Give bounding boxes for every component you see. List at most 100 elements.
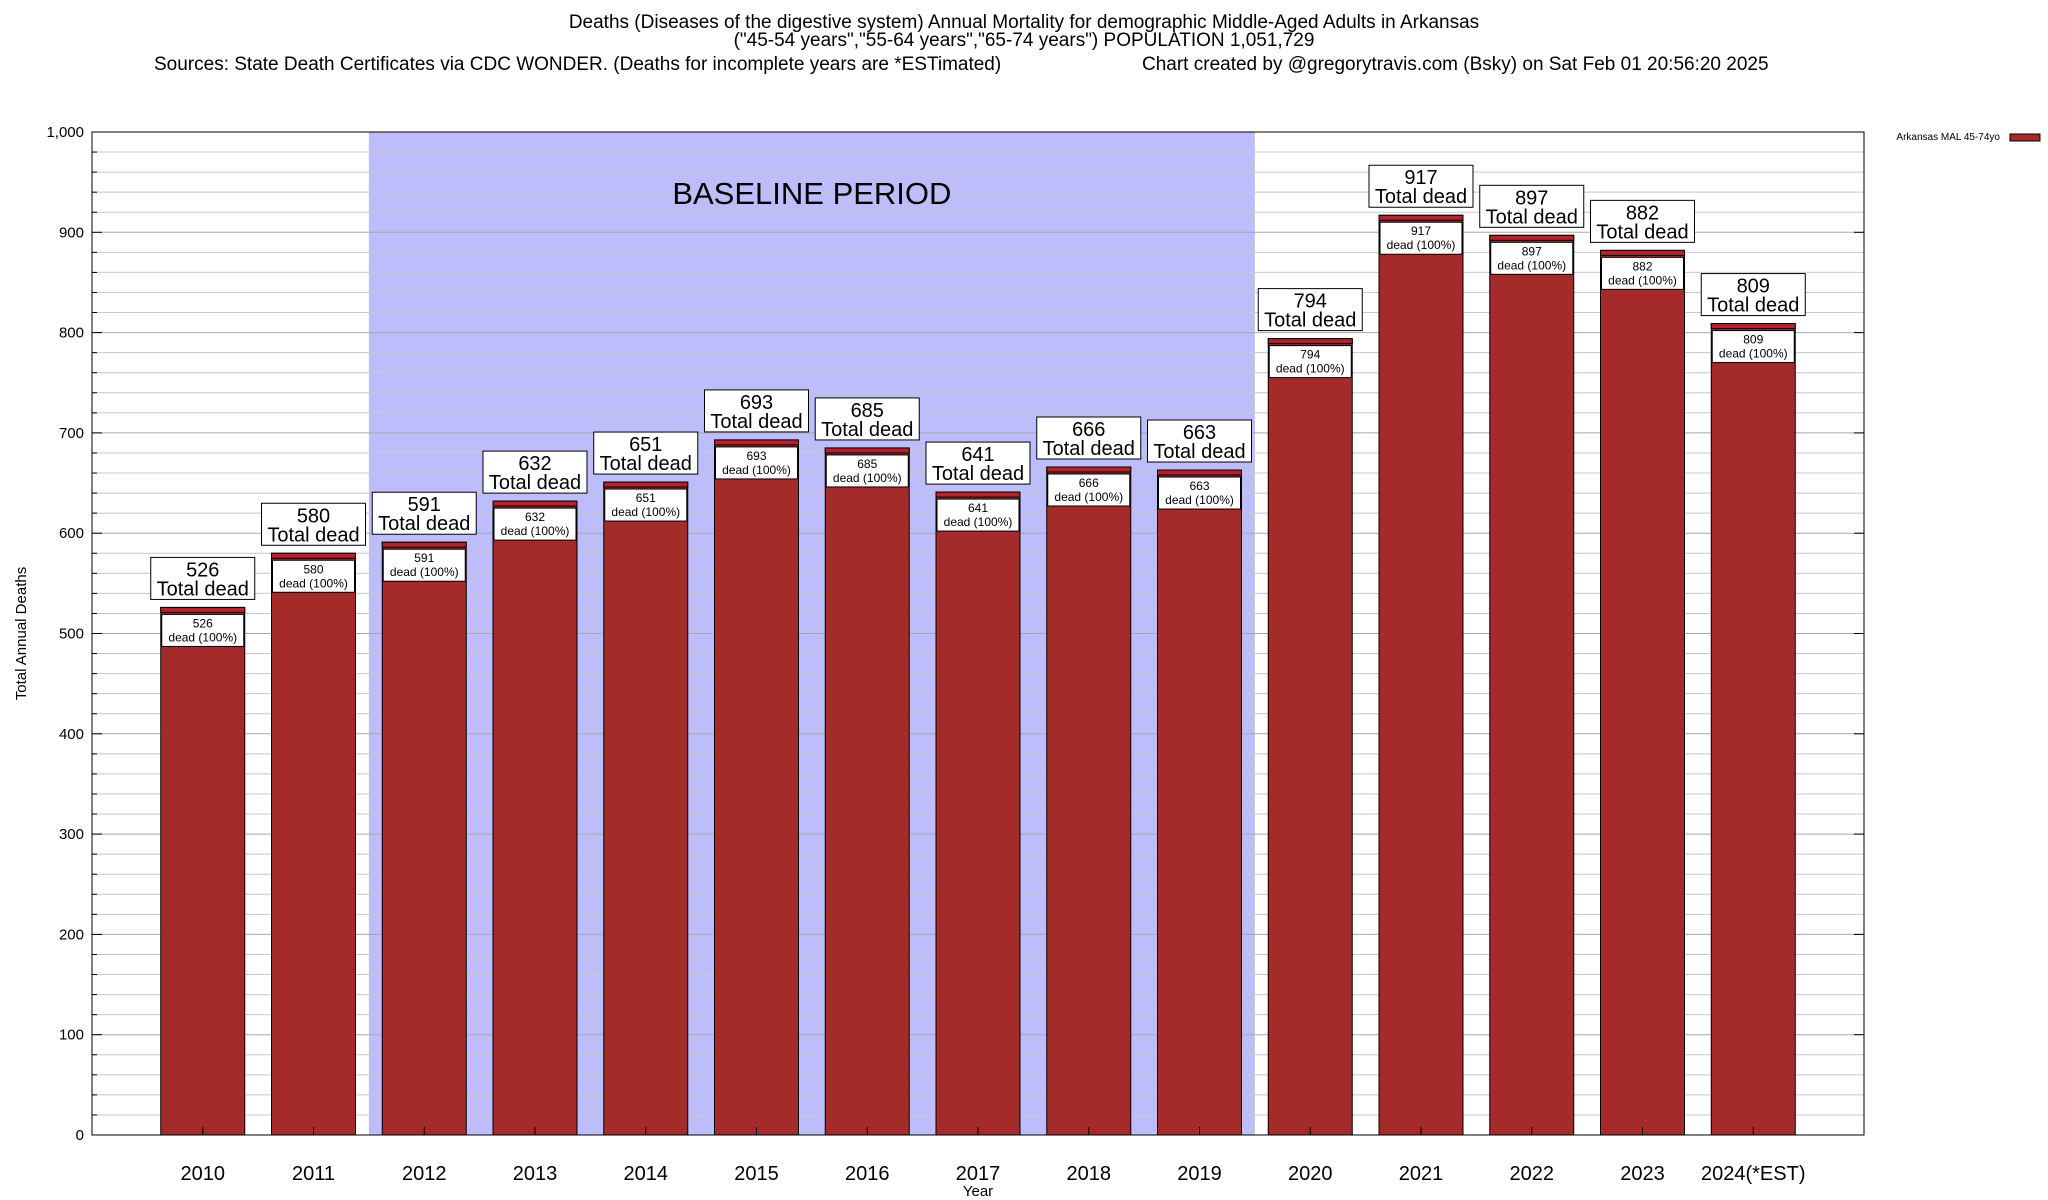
total-dead-label: Total dead bbox=[1153, 441, 1245, 463]
bar-cap bbox=[1267, 338, 1353, 345]
inner-label-box bbox=[272, 559, 355, 593]
y-tick-label: 100 bbox=[59, 1027, 84, 1044]
bar-cap bbox=[271, 552, 356, 559]
y-tick-label: 300 bbox=[59, 826, 84, 843]
y-tick-label: 700 bbox=[59, 425, 84, 442]
total-dead-label: Total dead bbox=[821, 419, 913, 441]
inner-label-box bbox=[936, 498, 1020, 532]
total-label-box bbox=[1257, 288, 1363, 332]
plot-frame bbox=[91, 131, 1865, 1136]
inner-percent-label: dead (100%) bbox=[1497, 258, 1566, 272]
x-tick-label: 2017 bbox=[956, 1163, 1001, 1185]
bar bbox=[1600, 249, 1685, 1136]
bar bbox=[935, 491, 1021, 1136]
legend-label: Arkansas MAL 45-74yo bbox=[1896, 132, 2000, 143]
bar-cap bbox=[1157, 469, 1242, 476]
baseline-period-label: BASELINE PERIOD bbox=[672, 176, 951, 211]
total-value-label: 666 bbox=[1072, 419, 1105, 441]
total-label-box bbox=[1590, 199, 1695, 243]
bar bbox=[1489, 234, 1575, 1136]
inner-percent-label: dead (100%) bbox=[722, 463, 791, 477]
bar bbox=[824, 447, 910, 1136]
total-value-label: 591 bbox=[408, 494, 441, 516]
x-tick-label: 2011 bbox=[292, 1163, 335, 1185]
total-value-label: 917 bbox=[1404, 167, 1437, 189]
chart-subtitle: ("45-54 years","55-64 years","65-74 year… bbox=[733, 30, 1315, 51]
total-label-box bbox=[1147, 419, 1252, 463]
bar-cap bbox=[1710, 323, 1796, 330]
inner-percent-label: dead (100%) bbox=[611, 505, 680, 519]
chart-title: Deaths (Diseases of the digestive system… bbox=[568, 12, 1480, 33]
bar bbox=[381, 541, 467, 1136]
total-label-box bbox=[704, 389, 809, 433]
total-value-label: 685 bbox=[851, 400, 884, 422]
inner-percent-label: dead (100%) bbox=[279, 576, 348, 590]
inner-value-label: 526 bbox=[193, 616, 213, 630]
inner-value-label: 666 bbox=[1079, 476, 1099, 490]
inner-percent-label: dead (100%) bbox=[944, 515, 1013, 529]
inner-label-box bbox=[493, 507, 577, 541]
total-dead-label: Total dead bbox=[157, 578, 249, 600]
inner-label-box bbox=[382, 548, 466, 582]
inner-label-box bbox=[715, 446, 798, 480]
total-label-box bbox=[1368, 164, 1474, 208]
inner-percent-label: dead (100%) bbox=[1387, 238, 1456, 252]
total-label-box bbox=[150, 556, 256, 600]
total-dead-label: Total dead bbox=[932, 463, 1024, 485]
bar-cap bbox=[824, 447, 910, 454]
bar bbox=[160, 606, 246, 1136]
chart-credit: Chart created by @gregorytravis.com (Bsk… bbox=[1142, 54, 1769, 75]
total-value-label: 651 bbox=[629, 434, 662, 456]
total-value-label: 526 bbox=[186, 559, 219, 581]
bar-cap bbox=[1489, 234, 1575, 241]
y-tick-label: 400 bbox=[59, 726, 84, 743]
inner-label-box bbox=[1601, 256, 1684, 290]
inner-percent-label: dead (100%) bbox=[1165, 493, 1234, 507]
inner-percent-label: dead (100%) bbox=[1608, 273, 1677, 287]
total-label-box bbox=[482, 450, 588, 494]
inner-value-label: 580 bbox=[303, 562, 323, 576]
bar-cap bbox=[1378, 214, 1464, 221]
x-tick-label: 2013 bbox=[513, 1163, 558, 1185]
x-tick-label: 2024(*EST) bbox=[1701, 1163, 1806, 1185]
total-label-box bbox=[925, 441, 1031, 485]
total-dead-label: Total dead bbox=[1707, 295, 1799, 317]
x-tick-label: 2022 bbox=[1510, 1163, 1555, 1185]
inner-value-label: 663 bbox=[1189, 479, 1209, 493]
inner-percent-label: dead (100%) bbox=[390, 565, 459, 579]
x-tick-label: 2021 bbox=[1399, 1163, 1444, 1185]
bar bbox=[1710, 323, 1796, 1136]
inner-label-box bbox=[1490, 241, 1574, 275]
total-dead-label: Total dead bbox=[600, 453, 692, 475]
total-label-box bbox=[371, 491, 477, 535]
x-tick-label: 2012 bbox=[402, 1163, 447, 1185]
bar bbox=[1378, 214, 1464, 1136]
inner-label-box bbox=[1268, 345, 1352, 379]
chart-sources: Sources: State Death Certificates via CD… bbox=[154, 54, 1002, 75]
x-axis-title: Year bbox=[963, 1183, 993, 1200]
total-value-label: 580 bbox=[297, 505, 330, 527]
total-label-box bbox=[814, 397, 920, 441]
total-dead-label: Total dead bbox=[1264, 310, 1356, 332]
total-value-label: 632 bbox=[518, 453, 551, 475]
inner-percent-label: dead (100%) bbox=[1276, 362, 1345, 376]
total-dead-label: Total dead bbox=[267, 524, 359, 546]
inner-percent-label: dead (100%) bbox=[1719, 347, 1788, 361]
x-tick-label: 2023 bbox=[1620, 1163, 1665, 1185]
total-dead-label: Total dead bbox=[1486, 206, 1578, 228]
bar bbox=[1267, 338, 1353, 1136]
total-dead-label: Total dead bbox=[710, 411, 802, 433]
total-dead-label: Total dead bbox=[1043, 438, 1135, 460]
bar bbox=[271, 552, 356, 1136]
total-value-label: 897 bbox=[1515, 187, 1548, 209]
bar bbox=[1046, 466, 1132, 1136]
x-tick-label: 2010 bbox=[181, 1163, 226, 1185]
bar-cap bbox=[160, 606, 246, 613]
inner-label-box bbox=[604, 488, 688, 522]
inner-label-box bbox=[161, 613, 245, 647]
inner-label-box bbox=[825, 454, 909, 488]
inner-value-label: 794 bbox=[1300, 348, 1320, 362]
total-value-label: 641 bbox=[961, 444, 994, 466]
bar bbox=[714, 439, 799, 1136]
total-dead-label: Total dead bbox=[489, 472, 581, 494]
